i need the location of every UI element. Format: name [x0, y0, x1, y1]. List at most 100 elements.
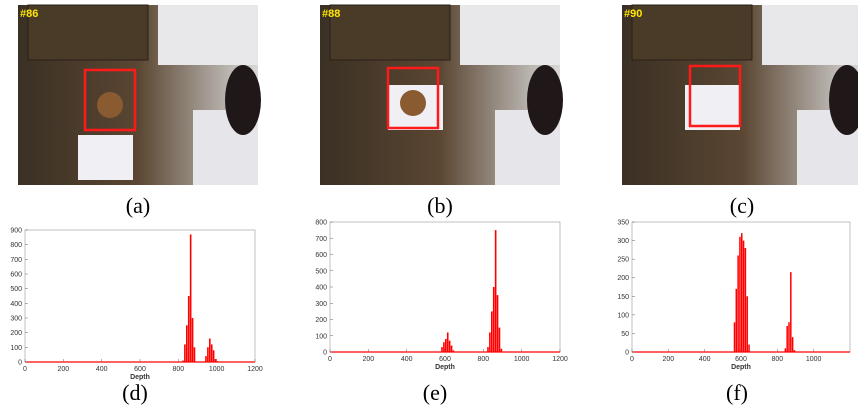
- y-tick-label: 0: [323, 350, 327, 357]
- bar: [496, 295, 499, 352]
- cabinet: [631, 4, 753, 61]
- x-tick-label: 200: [662, 356, 674, 363]
- wall: [762, 5, 858, 65]
- bar: [212, 350, 215, 362]
- bar: [443, 342, 445, 352]
- wall: [460, 5, 560, 65]
- photo: #90: [622, 4, 858, 185]
- y-tick-label: 800: [315, 220, 327, 227]
- x-tick-label: 200: [57, 366, 69, 373]
- bar: [500, 348, 503, 352]
- bar: [189, 234, 192, 362]
- bar: [748, 344, 750, 352]
- plot-area: [24, 229, 256, 363]
- x-tick-label: 1200: [552, 356, 568, 363]
- bar: [735, 288, 738, 352]
- y-tick-label: 500: [10, 286, 22, 293]
- x-tick-label: 1000: [806, 356, 822, 363]
- plot-area: [329, 221, 561, 353]
- y-tick-label: 0: [18, 360, 22, 367]
- teddy-bear: [400, 90, 426, 116]
- bar: [491, 311, 493, 352]
- y-tick-label: 350: [617, 220, 629, 227]
- x-tick-label: 200: [362, 356, 374, 363]
- white-box: [685, 85, 740, 130]
- y-tick-label: 50: [621, 331, 629, 338]
- y-tick-label: 100: [10, 345, 22, 352]
- bar: [450, 345, 453, 352]
- bar: [786, 326, 788, 352]
- x-tick-label: 600: [439, 356, 451, 363]
- bar: [733, 322, 736, 352]
- x-tick-label: 1000: [514, 356, 530, 363]
- teddy-bear: [97, 92, 123, 118]
- bar: [784, 348, 787, 352]
- caption: (c): [730, 193, 754, 218]
- bar: [441, 347, 443, 352]
- bar: [448, 340, 451, 352]
- frame-label: #86: [20, 8, 38, 20]
- y-tick-label: 800: [10, 242, 22, 249]
- x-axis-label: Depth: [435, 364, 455, 371]
- person-hair: [829, 65, 858, 135]
- x-tick-label: 0: [630, 356, 634, 363]
- x-tick-label: 800: [771, 356, 783, 363]
- bar: [746, 296, 748, 352]
- x-tick-label: 400: [401, 356, 413, 363]
- caption: (e): [423, 380, 447, 405]
- frame-label: #88: [322, 8, 340, 20]
- y-tick-label: 900: [10, 228, 22, 235]
- bar: [494, 230, 497, 352]
- y-tick-label: 300: [617, 238, 629, 245]
- x-tick-label: 800: [172, 366, 184, 373]
- bar: [793, 350, 796, 352]
- bar: [193, 347, 196, 362]
- y-tick-label: 300: [315, 301, 327, 308]
- y-tick-label: 250: [617, 257, 629, 264]
- bar: [182, 360, 184, 362]
- caption: (b): [427, 193, 453, 218]
- y-tick-label: 400: [315, 285, 327, 292]
- x-tick-label: 400: [96, 366, 108, 373]
- tracking-box: [83, 68, 137, 132]
- person-hair: [527, 65, 563, 135]
- bar: [737, 255, 739, 352]
- photo: #88: [320, 4, 563, 185]
- bar: [742, 240, 745, 352]
- x-tick-label: 1000: [209, 366, 225, 373]
- bar: [487, 347, 489, 352]
- y-tick-label: 150: [617, 294, 629, 301]
- caption: (d): [122, 380, 148, 405]
- x-tick-label: 1200: [247, 366, 263, 373]
- bar: [790, 272, 792, 352]
- x-tick-label: 400: [699, 356, 711, 363]
- x-axis-label: Depth: [130, 374, 150, 381]
- caption: (f): [726, 380, 748, 405]
- y-tick-label: 100: [315, 333, 327, 340]
- y-tick-label: 200: [10, 330, 22, 337]
- cabinet: [27, 4, 149, 61]
- x-tick-label: 600: [735, 356, 747, 363]
- bar: [216, 361, 219, 362]
- bar: [214, 359, 217, 362]
- y-tick-label: 600: [315, 252, 327, 259]
- bar: [191, 318, 194, 362]
- y-tick-label: 300: [10, 316, 22, 323]
- y-tick-label: 200: [315, 317, 327, 324]
- x-tick-label: 0: [23, 366, 27, 373]
- tracking-box: [386, 66, 440, 130]
- y-tick-label: 700: [315, 236, 327, 243]
- bar: [791, 337, 794, 352]
- bar: [209, 338, 211, 362]
- y-tick-label: 400: [10, 301, 22, 308]
- bar: [184, 344, 186, 362]
- x-axis-label: Depth: [731, 364, 751, 371]
- bar: [739, 236, 741, 352]
- bar: [744, 248, 747, 352]
- y-tick-label: 0: [625, 350, 629, 357]
- bar: [741, 233, 743, 352]
- y-tick-label: 600: [10, 272, 22, 279]
- bar: [187, 296, 190, 362]
- bar: [452, 350, 455, 352]
